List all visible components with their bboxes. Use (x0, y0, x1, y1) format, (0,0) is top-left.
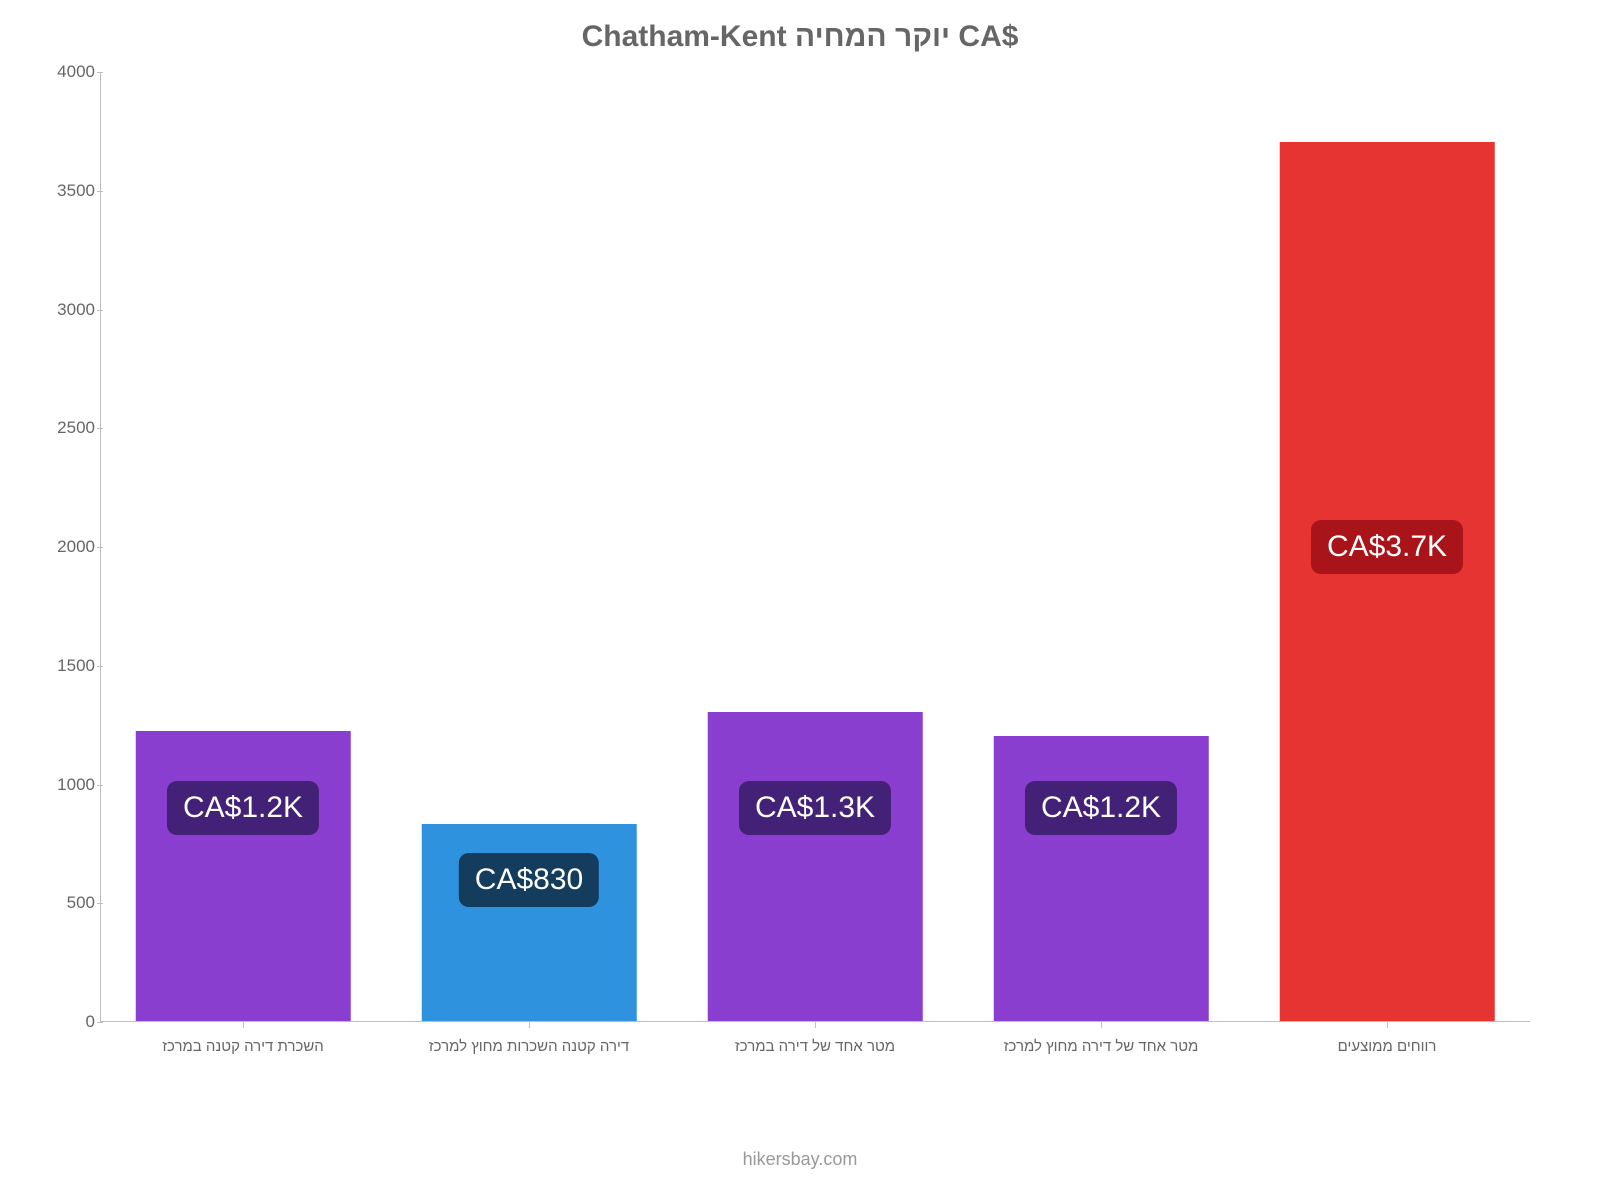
chart-container: Chatham-Kent יוקר המחיה CA$ CA$1.2Kהשכרת… (50, 20, 1550, 1022)
bar-slot: CA$3.7Kרווחים ממוצעים (1244, 72, 1530, 1022)
bar-value-label: CA$830 (459, 853, 599, 907)
y-tick-label: 2500 (45, 418, 95, 438)
y-tick-label: 3500 (45, 181, 95, 201)
x-tick-mark (815, 1022, 816, 1028)
bar-value-label: CA$3.7K (1311, 520, 1463, 574)
bar-slot: CA$830דירה קטנה השכרות מחוץ למרכז (386, 72, 672, 1022)
bar (1280, 142, 1495, 1021)
x-tick-mark (529, 1022, 530, 1028)
y-tick-label: 4000 (45, 62, 95, 82)
bar (994, 736, 1209, 1021)
x-tick-mark (1387, 1022, 1388, 1028)
x-category-label: רווחים ממוצעים (1338, 1038, 1437, 1055)
bar (708, 712, 923, 1021)
y-tick-label: 2000 (45, 537, 95, 557)
bar-slot: CA$1.3Kמטר אחד של דירה במרכז (672, 72, 958, 1022)
bar (136, 731, 351, 1021)
y-tick-label: 3000 (45, 300, 95, 320)
attribution-text: hikersbay.com (743, 1149, 858, 1170)
y-tick-label: 1500 (45, 656, 95, 676)
bar-slot: CA$1.2Kמטר אחד של דירה מחוץ למרכז (958, 72, 1244, 1022)
x-category-label: מטר אחד של דירה במרכז (735, 1038, 895, 1055)
bar-value-label: CA$1.2K (167, 781, 319, 835)
bar-slot: CA$1.2Kהשכרת דירה קטנה במרכז (100, 72, 386, 1022)
y-tick-label: 1000 (45, 775, 95, 795)
bar-value-label: CA$1.3K (739, 781, 891, 835)
y-tick-label: 500 (45, 893, 95, 913)
x-tick-mark (243, 1022, 244, 1028)
chart-title: Chatham-Kent יוקר המחיה CA$ (50, 20, 1550, 54)
y-tick-label: 0 (45, 1012, 95, 1032)
bars-group: CA$1.2Kהשכרת דירה קטנה במרכזCA$830דירה ק… (100, 72, 1530, 1022)
x-category-label: דירה קטנה השכרות מחוץ למרכז (429, 1038, 629, 1055)
x-tick-mark (1101, 1022, 1102, 1028)
x-category-label: מטר אחד של דירה מחוץ למרכז (1004, 1038, 1199, 1055)
plot-area: CA$1.2Kהשכרת דירה קטנה במרכזCA$830דירה ק… (100, 72, 1530, 1022)
x-category-label: השכרת דירה קטנה במרכז (162, 1038, 324, 1055)
bar-value-label: CA$1.2K (1025, 781, 1177, 835)
